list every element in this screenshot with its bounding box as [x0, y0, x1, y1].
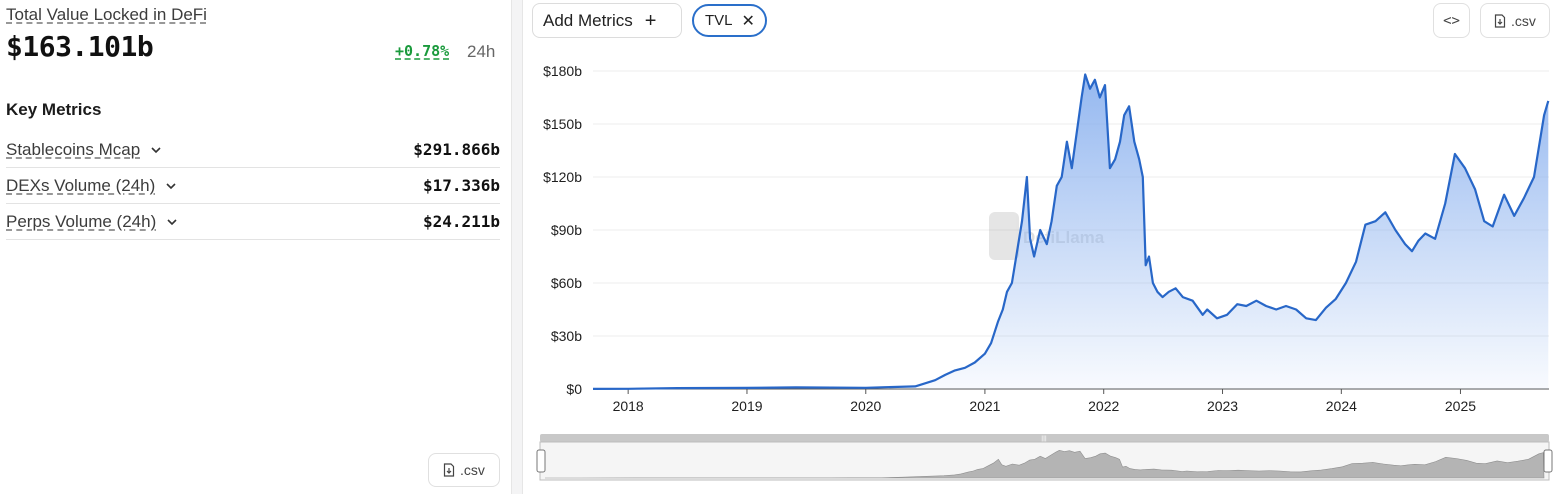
- x-tick-label: 2019: [731, 398, 762, 414]
- file-download-icon: [443, 463, 455, 477]
- y-tick-label: $60b: [551, 275, 582, 291]
- tvl-period: 24h: [467, 42, 496, 61]
- metric-row-perps-volume[interactable]: Perps Volume (24h) $24.211b: [6, 204, 500, 240]
- range-selector[interactable]: |||: [536, 434, 1553, 481]
- y-tick-label: $180b: [543, 63, 582, 79]
- chevron-down-icon[interactable]: [150, 144, 162, 156]
- add-metrics-label: Add Metrics: [543, 10, 633, 30]
- range-selector-bar[interactable]: [540, 434, 1549, 442]
- chevron-down-icon[interactable]: [166, 216, 178, 228]
- tvl-chip-label: TVL: [705, 12, 733, 29]
- x-tick-label: 2018: [613, 398, 644, 414]
- y-tick-label: $0: [566, 381, 582, 397]
- y-tick-label: $90b: [551, 222, 582, 238]
- metric-row-dexs-volume[interactable]: DEXs Volume (24h) $17.336b: [6, 168, 500, 204]
- close-icon[interactable]: ✕: [741, 12, 755, 30]
- embed-code-button[interactable]: <>: [1433, 3, 1470, 38]
- range-handle-right[interactable]: [1543, 449, 1553, 473]
- tvl-chart[interactable]: $0$30b$60b$90b$120b$150b$180b 2018 2019 20…: [523, 40, 1557, 494]
- x-tick-label: 2023: [1207, 398, 1238, 414]
- csv-label: .csv: [460, 462, 485, 478]
- x-tick-label: 2020: [850, 398, 881, 414]
- x-tick-label: 2021: [969, 398, 1000, 414]
- file-download-icon: [1494, 13, 1506, 28]
- metric-label[interactable]: DEXs Volume (24h): [6, 175, 156, 195]
- y-axis: $0 $30b $60b $90b $120b $150b $180b: [543, 63, 582, 397]
- tvl-change[interactable]: +0.78%: [395, 42, 450, 60]
- y-tick-label: $30b: [551, 328, 582, 344]
- add-metrics-button[interactable]: Add Metrics +: [532, 3, 682, 38]
- metric-label[interactable]: Stablecoins Mcap: [6, 139, 141, 159]
- y-tick-label: $120b: [543, 169, 582, 185]
- chart-csv-button[interactable]: .csv: [1480, 3, 1550, 38]
- defillama-logo-icon: [989, 212, 1019, 260]
- metric-label[interactable]: Perps Volume (24h): [6, 211, 157, 231]
- metric-value: $291.866b: [413, 140, 500, 159]
- x-tick-label: 2025: [1445, 398, 1476, 414]
- tvl-area: [593, 74, 1549, 389]
- x-tick-label: 2022: [1088, 398, 1119, 414]
- summary-panel: Total Value Locked in DeFi $163.101b +0.…: [0, 0, 511, 494]
- csv-label: .csv: [1511, 12, 1536, 29]
- range-handle-left[interactable]: [536, 449, 546, 473]
- range-selector-preview: [545, 449, 1545, 479]
- tvl-value: $163.101b: [6, 30, 154, 63]
- chevron-down-icon[interactable]: [165, 180, 177, 192]
- key-metrics-heading: Key Metrics: [6, 100, 102, 119]
- plus-icon: +: [644, 9, 657, 32]
- tvl-title[interactable]: Total Value Locked in DeFi: [6, 5, 207, 24]
- left-csv-button[interactable]: .csv: [428, 453, 500, 487]
- metric-row-stablecoins[interactable]: Stablecoins Mcap $291.866b: [6, 132, 500, 168]
- metric-value: $17.336b: [422, 176, 500, 195]
- tvl-metric-chip[interactable]: TVL ✕: [692, 4, 767, 37]
- x-axis: 2018 2019 2020 2021 2022 2023 2024 2025: [613, 389, 1476, 414]
- y-tick-label: $150b: [543, 116, 582, 132]
- metric-value: $24.211b: [422, 212, 500, 231]
- panel-divider[interactable]: [511, 0, 523, 494]
- tvl-line[interactable]: [592, 73, 1550, 390]
- drag-handle-icon[interactable]: |||: [1041, 436, 1047, 443]
- x-tick-label: 2024: [1326, 398, 1357, 414]
